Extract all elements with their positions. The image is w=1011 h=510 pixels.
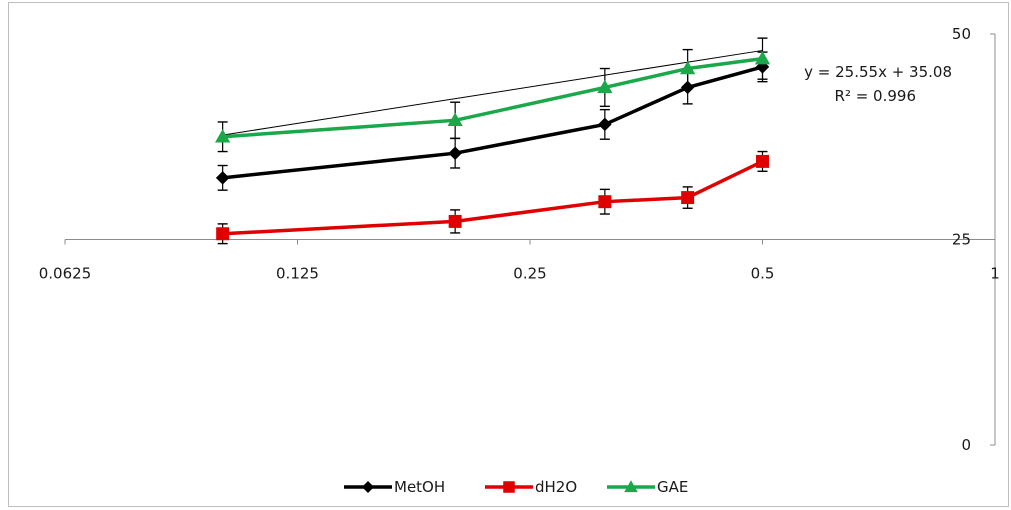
diamond-marker-shape [362, 481, 374, 493]
y-tick-label: 25 [952, 231, 971, 249]
square-marker-shape [681, 191, 695, 205]
legend-item-gae: GAE [607, 478, 688, 496]
data-point-gae [215, 129, 231, 143]
triangle-marker-shape [215, 129, 231, 143]
legend-marker-dh2o [503, 481, 515, 493]
series-layer [215, 37, 771, 245]
y-tick-label: 50 [952, 25, 971, 43]
data-point-gae [447, 112, 463, 127]
square-marker-shape [216, 227, 230, 241]
data-point-dh2o [448, 214, 462, 228]
x-tick-label: 1 [990, 265, 1000, 283]
data-point-gae [680, 60, 696, 75]
diamond-marker-shape [448, 146, 462, 160]
data-point-dh2o [598, 195, 612, 209]
legend-marker-gae [624, 480, 638, 493]
series-line-gae [222, 56, 763, 139]
trendline [222, 49, 763, 136]
x-tick-label: 0.5 [751, 265, 775, 283]
trendline-r2: R² = 0.996 [835, 87, 916, 105]
square-marker-shape [503, 481, 515, 493]
diamond-marker-shape [598, 117, 612, 132]
legend-marker-metoh [362, 481, 374, 493]
triangle-marker-shape [680, 60, 696, 75]
legend-label-metoh: MetOH [394, 478, 445, 496]
legend-label-dh2o: dH2O [535, 478, 577, 496]
data-point-metoh [448, 146, 462, 160]
legend: MetOH dH2O GAE [344, 478, 688, 496]
data-point-gae [597, 79, 613, 94]
data-point-dh2o [681, 191, 695, 205]
x-tick-label: 0.25 [513, 265, 546, 283]
square-marker-shape [598, 195, 612, 209]
series-dh2o [216, 150, 769, 245]
triangle-marker-shape [447, 112, 463, 127]
legend-item-metoh: MetOH [344, 478, 445, 496]
legend-item-dh2o: dH2O [485, 478, 577, 496]
diamond-marker-shape [215, 171, 230, 185]
triangle-marker-shape [624, 480, 638, 493]
data-point-metoh [598, 117, 612, 132]
trendline-line [222, 49, 763, 136]
x-tick-label: 0.0625 [39, 265, 92, 283]
x-tick-label: 0.125 [276, 265, 319, 283]
data-point-metoh [215, 171, 230, 185]
tick-labels: 0 25 50 0.0625 0.125 0.25 0.5 1 [39, 25, 1000, 454]
square-marker-shape [756, 154, 769, 168]
data-point-dh2o [216, 227, 230, 241]
legend-label-gae: GAE [657, 478, 688, 496]
data-point-gae [754, 51, 771, 65]
series-gae [215, 37, 771, 153]
data-point-dh2o [756, 154, 769, 168]
trendline-equation: y = 25.55x + 35.08 [804, 63, 952, 81]
y-tick-label: 0 [961, 436, 971, 454]
trendline-annotation: y = 25.55x + 35.08 R² = 0.996 [804, 63, 952, 105]
triangle-marker-shape [597, 79, 613, 94]
triangle-marker-shape [754, 51, 771, 65]
square-marker-shape [448, 214, 462, 228]
chart-frame [8, 2, 1009, 507]
